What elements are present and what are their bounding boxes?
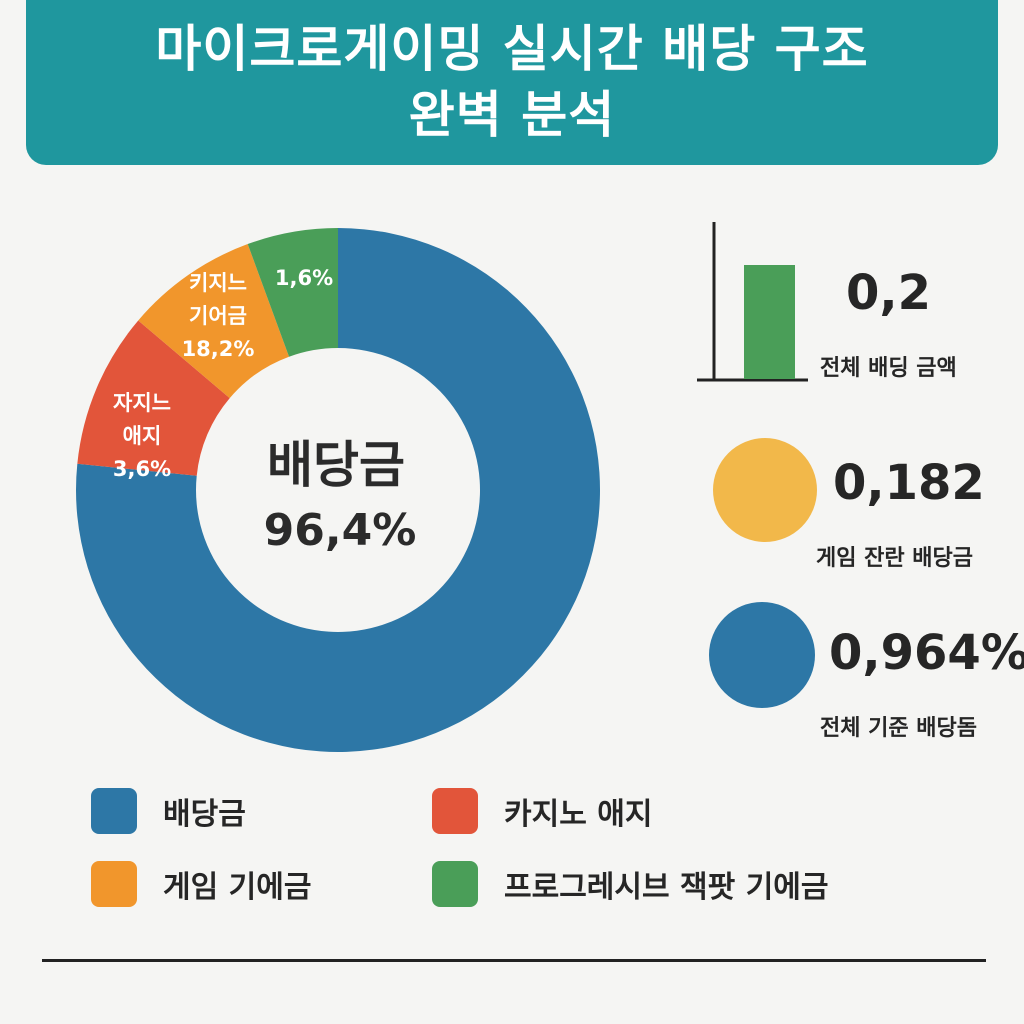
legend-label: 카지노 애지 bbox=[504, 797, 653, 832]
stat-label-game-payout: 게임 잔란 배당금 bbox=[816, 546, 973, 571]
bottom-divider bbox=[42, 959, 986, 962]
bar-icon bbox=[697, 222, 808, 382]
legend-item-payout: 배당금 bbox=[91, 788, 246, 834]
legend-swatch-red bbox=[432, 788, 478, 834]
legend-item-casino-edge: 카지노 애지 bbox=[432, 788, 652, 834]
donut-slice-label-2: 키지느 기어금 18,2% bbox=[182, 271, 255, 361]
bar-icon-bar bbox=[744, 265, 795, 379]
donut-center-label: 배당금 bbox=[267, 436, 405, 494]
legend-label: 프로그레시브 잭팟 기에금 bbox=[504, 870, 829, 905]
legend-swatch-green bbox=[432, 861, 478, 907]
legend-item-game-contribution: 게임 기에금 bbox=[91, 861, 311, 907]
donut-labels: 자지느 애지 3,6%키지느 기어금 18,2% 1,6% bbox=[113, 266, 333, 481]
stat-value-payout-rate: 0,964% bbox=[829, 625, 1024, 681]
stat-label-total-bet: 전체 배딩 금액 bbox=[820, 356, 957, 381]
legend-item-jackpot-contribution: 프로그레시브 잭팟 기에금 bbox=[432, 861, 829, 907]
donut-slice-1 bbox=[77, 320, 230, 476]
donut-center-value: 96,4% bbox=[264, 505, 417, 556]
donut-slice-0 bbox=[75, 228, 600, 752]
legend-swatch-blue bbox=[91, 788, 137, 834]
stat-value-total-bet: 0,2 bbox=[846, 265, 932, 321]
yellow-circle-icon bbox=[713, 438, 817, 542]
stat-label-payout-rate: 전체 기준 배당돔 bbox=[820, 716, 977, 741]
donut-slice-3 bbox=[247, 228, 338, 357]
blue-circle-icon bbox=[709, 602, 815, 708]
stat-value-game-payout: 0,182 bbox=[833, 455, 985, 511]
title-line-1: 마이크로게이밍 실시간 배당 구조 bbox=[155, 19, 869, 78]
donut-chart: 자지느 애지 3,6%키지느 기어금 18,2% 1,6% 배당금 96,4% bbox=[75, 228, 600, 752]
title-banner: 마이크로게이밍 실시간 배당 구조 완벽 분석 bbox=[26, 0, 998, 165]
donut-slice-label-3: 1,6% bbox=[275, 266, 333, 290]
legend-label: 게임 기에금 bbox=[163, 870, 312, 905]
legend-swatch-orange bbox=[91, 861, 137, 907]
title-line-2: 완벽 분석 bbox=[408, 85, 616, 144]
donut-segments bbox=[75, 228, 600, 752]
legend-label: 배당금 bbox=[163, 797, 246, 832]
donut-slice-2 bbox=[138, 244, 290, 399]
donut-slice-label-1: 자지느 애지 3,6% bbox=[113, 391, 171, 481]
